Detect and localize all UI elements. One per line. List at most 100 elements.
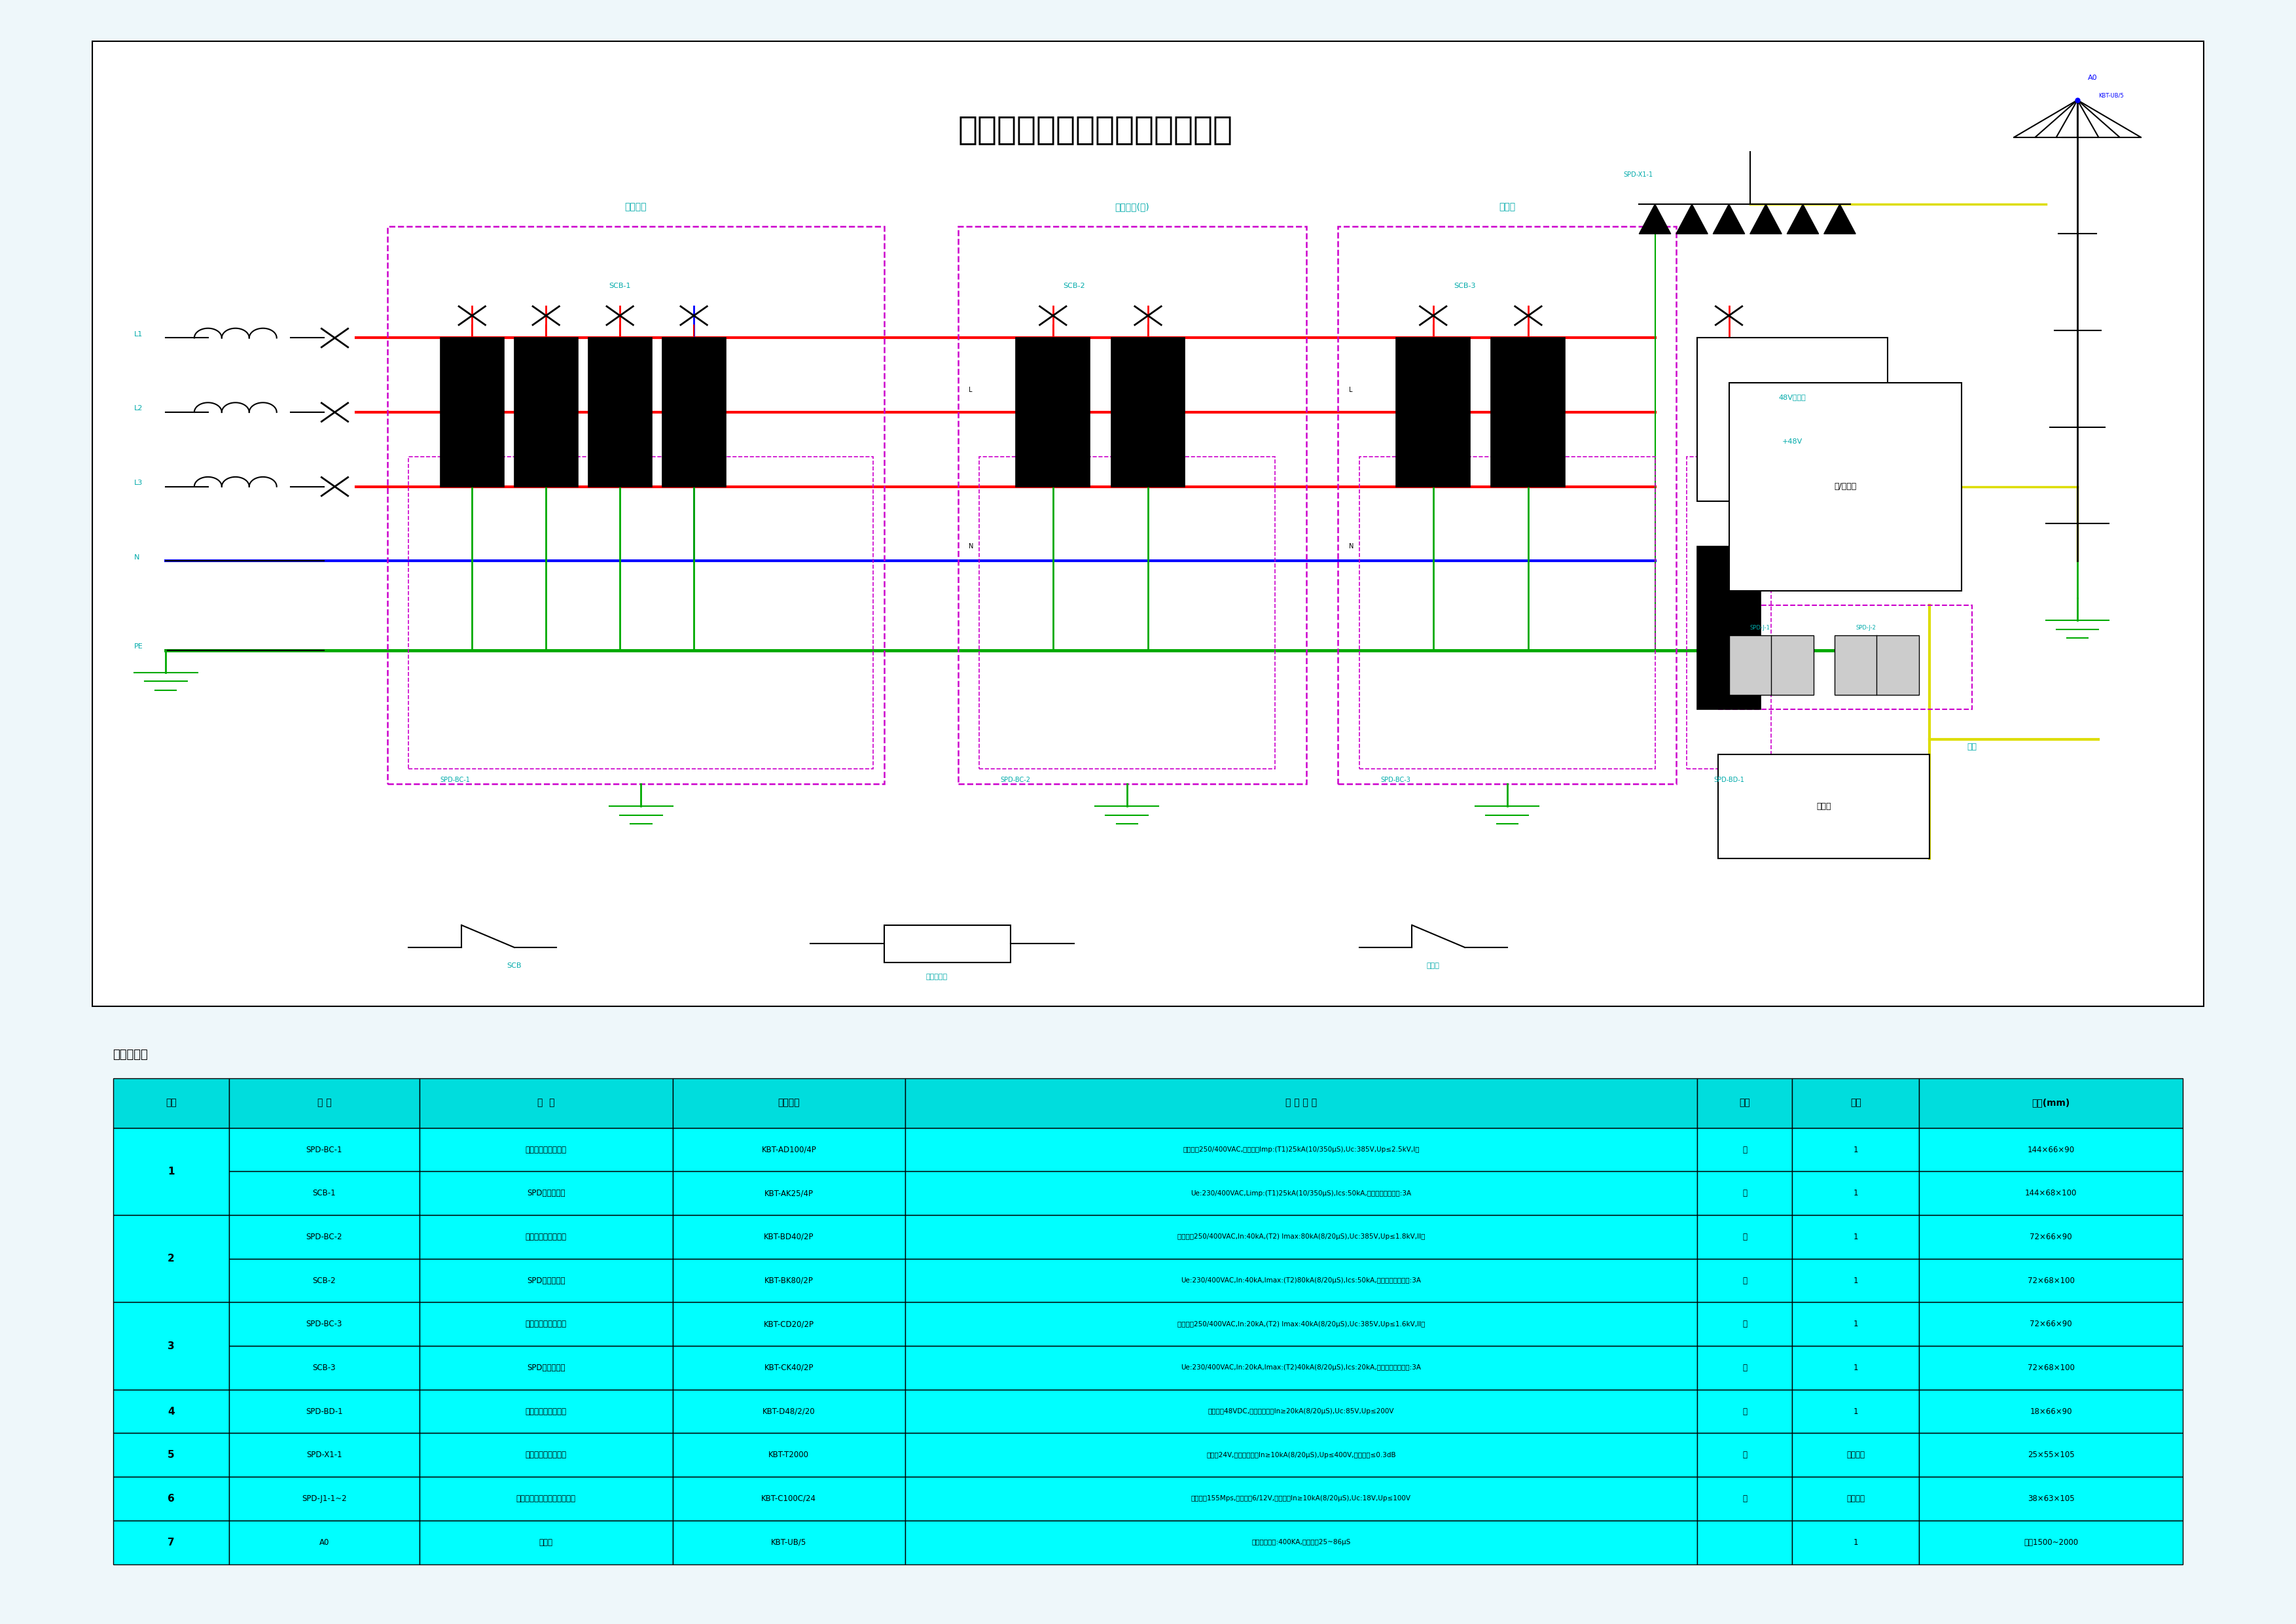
Bar bbox=[230, 1259, 420, 1302]
Text: KBT-UB/5: KBT-UB/5 bbox=[2099, 93, 2124, 99]
Text: SPD-BC-2: SPD-BC-2 bbox=[1001, 776, 1031, 783]
Bar bbox=[1793, 1390, 1919, 1434]
Bar bbox=[1793, 1171, 1919, 1215]
Bar bbox=[420, 1078, 673, 1127]
Text: 设备选型表: 设备选型表 bbox=[113, 1049, 149, 1060]
Bar bbox=[113, 1215, 230, 1302]
Text: 通信基站系统防雷保护解决方案: 通信基站系统防雷保护解决方案 bbox=[957, 114, 1233, 146]
Text: Ue:230/400VAC,In:40kA,Imax:(T2)80kA(8/20μS),Ics:50kA,工频短路动作电流:3A: Ue:230/400VAC,In:40kA,Imax:(T2)80kA(8/20… bbox=[1180, 1276, 1421, 1285]
Bar bbox=[1919, 1171, 2183, 1215]
Text: 72×68×100: 72×68×100 bbox=[2027, 1364, 2076, 1372]
Text: 按需配置: 按需配置 bbox=[1846, 1450, 1864, 1460]
Text: +48V: +48V bbox=[1782, 438, 1802, 445]
Bar bbox=[673, 1302, 905, 1346]
Bar bbox=[905, 1476, 1697, 1520]
Text: SPD-X1-1: SPD-X1-1 bbox=[1623, 171, 1653, 177]
Text: 72×66×90: 72×66×90 bbox=[2030, 1320, 2073, 1328]
Bar bbox=[1697, 1302, 1793, 1346]
Text: N: N bbox=[1348, 542, 1355, 549]
Text: 接闪器: 接闪器 bbox=[540, 1538, 553, 1546]
Text: SPD-BC-1: SPD-BC-1 bbox=[441, 776, 471, 783]
Text: SPD后备保护器: SPD后备保护器 bbox=[526, 1276, 565, 1285]
Text: 名  称: 名 称 bbox=[537, 1098, 556, 1108]
Text: N: N bbox=[969, 542, 974, 549]
Text: KBT-C100C/24: KBT-C100C/24 bbox=[762, 1494, 817, 1502]
Bar bbox=[420, 1346, 673, 1390]
Polygon shape bbox=[1823, 205, 1855, 234]
Text: 性 能 参 数: 性 能 参 数 bbox=[1286, 1098, 1318, 1108]
Bar bbox=[1697, 1520, 1793, 1564]
Bar bbox=[905, 1390, 1697, 1434]
Bar bbox=[588, 338, 652, 487]
Text: 1: 1 bbox=[1853, 1538, 1857, 1546]
Bar bbox=[230, 1520, 420, 1564]
Text: 按需配置: 按需配置 bbox=[1846, 1494, 1864, 1502]
Text: N: N bbox=[133, 554, 140, 560]
Bar bbox=[1793, 1259, 1919, 1302]
Text: 天馈线路浪涌保护器: 天馈线路浪涌保护器 bbox=[526, 1450, 567, 1460]
Bar bbox=[113, 1302, 230, 1390]
Bar bbox=[1717, 754, 1929, 857]
Text: SPD-X1-1: SPD-X1-1 bbox=[305, 1450, 342, 1460]
Text: KBT-BK80/2P: KBT-BK80/2P bbox=[765, 1276, 813, 1285]
Text: 25×55×105: 25×55×105 bbox=[2027, 1450, 2076, 1460]
Text: SPD-J1-1~2: SPD-J1-1~2 bbox=[301, 1494, 347, 1502]
Text: 台: 台 bbox=[1743, 1364, 1747, 1372]
Bar bbox=[957, 226, 1306, 784]
Text: SPD-BC-1: SPD-BC-1 bbox=[305, 1145, 342, 1155]
Bar bbox=[673, 1346, 905, 1390]
Text: 高度1500~2000: 高度1500~2000 bbox=[2023, 1538, 2078, 1546]
Bar bbox=[673, 1390, 905, 1434]
Bar bbox=[1793, 1520, 1919, 1564]
Text: 1: 1 bbox=[1853, 1276, 1857, 1285]
Bar bbox=[1919, 1215, 2183, 1259]
Text: 数量: 数量 bbox=[1851, 1098, 1862, 1108]
Text: KBT-T2000: KBT-T2000 bbox=[769, 1450, 808, 1460]
Bar bbox=[230, 1302, 420, 1346]
Text: SPD后备保护器: SPD后备保护器 bbox=[526, 1364, 565, 1372]
Bar bbox=[420, 1434, 673, 1476]
Bar bbox=[1697, 1215, 1793, 1259]
Text: SCB-3: SCB-3 bbox=[1453, 283, 1476, 289]
Bar bbox=[1919, 1520, 2183, 1564]
Text: A0: A0 bbox=[319, 1538, 328, 1546]
Text: 台: 台 bbox=[1743, 1450, 1747, 1460]
Bar bbox=[1697, 1127, 1793, 1171]
Bar bbox=[113, 1520, 230, 1564]
Bar bbox=[905, 1434, 1697, 1476]
Text: KBT-AD100/4P: KBT-AD100/4P bbox=[762, 1145, 817, 1155]
Text: 工作电压250/400VAC,In:40kA,(T2) Imax:80kA(8/20μS),Uc:385V,Up≤1.8kV,II类: 工作电压250/400VAC,In:40kA,(T2) Imax:80kA(8/… bbox=[1178, 1234, 1426, 1241]
Text: SPD-BC-3: SPD-BC-3 bbox=[1380, 776, 1410, 783]
Text: 72×66×90: 72×66×90 bbox=[2030, 1233, 2073, 1241]
Bar bbox=[673, 1434, 905, 1476]
Text: SPD-J-1: SPD-J-1 bbox=[1750, 625, 1770, 630]
Text: 传输速率155Mps,工作电压6/12V,放电电流In≥10kA(8/20μS),Uc:18V,Up≤100V: 传输速率155Mps,工作电压6/12V,放电电流In≥10kA(8/20μS)… bbox=[1192, 1496, 1412, 1502]
Text: 工作主24V,标称放电电流In≥10kA(8/20μS),Up≤400V,插入损耗≤0.3dB: 工作主24V,标称放电电流In≥10kA(8/20μS),Up≤400V,插入损… bbox=[1205, 1452, 1396, 1458]
Bar bbox=[661, 338, 726, 487]
Bar bbox=[1697, 1390, 1793, 1434]
Bar bbox=[673, 1476, 905, 1520]
Text: 工作电压250/400VAC,In:20kA,(T2) Imax:40kA(8/20μS),Uc:385V,Up≤1.6kV,II类: 工作电压250/400VAC,In:20kA,(T2) Imax:40kA(8/… bbox=[1178, 1320, 1426, 1327]
Text: 144×66×90: 144×66×90 bbox=[2027, 1145, 2076, 1155]
Bar bbox=[905, 1215, 1697, 1259]
Bar bbox=[230, 1171, 420, 1215]
Text: SCB-1: SCB-1 bbox=[608, 283, 631, 289]
Bar bbox=[230, 1390, 420, 1434]
Text: 断路器: 断路器 bbox=[1426, 963, 1440, 970]
Bar bbox=[905, 1346, 1697, 1390]
Bar bbox=[1793, 1302, 1919, 1346]
Text: 7: 7 bbox=[168, 1538, 174, 1548]
Text: L: L bbox=[969, 387, 971, 393]
Text: 台: 台 bbox=[1743, 1276, 1747, 1285]
Text: 1: 1 bbox=[1853, 1233, 1857, 1241]
Bar bbox=[1835, 635, 1919, 695]
Bar bbox=[1919, 1476, 2183, 1520]
Bar bbox=[905, 1302, 1697, 1346]
Polygon shape bbox=[1786, 205, 1818, 234]
Bar bbox=[673, 1215, 905, 1259]
Bar bbox=[420, 1302, 673, 1346]
Polygon shape bbox=[1750, 205, 1782, 234]
Text: 单位: 单位 bbox=[1740, 1098, 1750, 1108]
Text: 总配电柜: 总配电柜 bbox=[625, 203, 647, 211]
Text: A0: A0 bbox=[2087, 75, 2099, 81]
